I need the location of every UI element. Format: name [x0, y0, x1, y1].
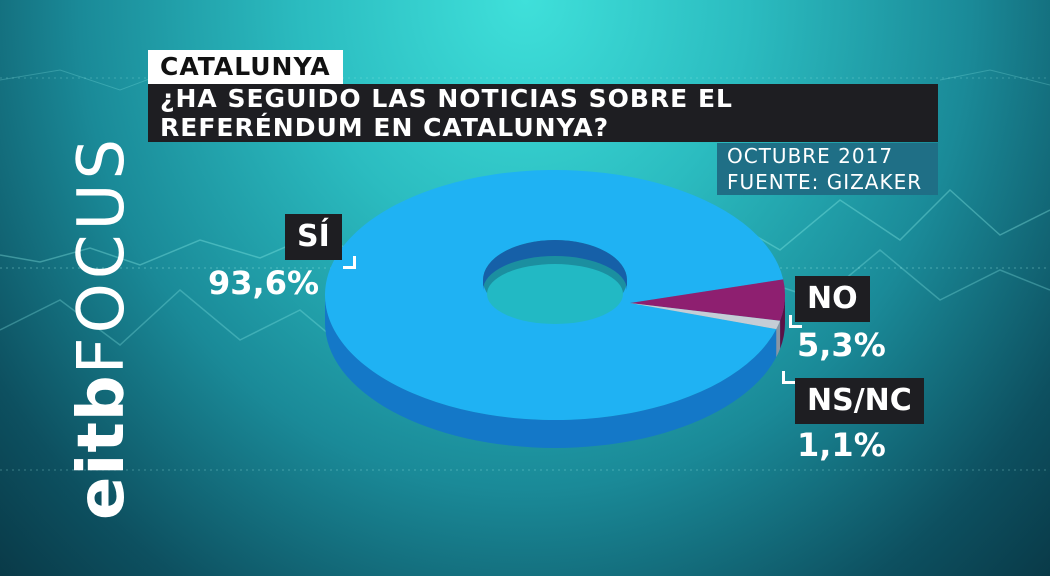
- slice-no: [630, 279, 785, 321]
- slice-ns-nc: [630, 303, 781, 330]
- donut-side-nsnc: [776, 320, 781, 358]
- label-corner-ns-nc: [782, 371, 795, 384]
- donut-side-si: [325, 295, 785, 448]
- region-tag: CATALUNYA: [148, 50, 343, 84]
- value-label-no: 5,3%: [797, 326, 886, 364]
- value-label-ns-nc: 1,1%: [797, 426, 886, 464]
- survey-date: OCTUBRE 2017: [727, 144, 894, 168]
- donut-hole-floor: [487, 264, 623, 324]
- donut-hole-inner-wall: [483, 240, 627, 290]
- source-box: OCTUBRE 2017 FUENTE: GIZAKER: [717, 143, 938, 195]
- value-label-s: 93,6%: [208, 264, 320, 302]
- category-label-ns-nc: NS/NC: [795, 378, 924, 424]
- donut-side-no: [780, 295, 785, 349]
- category-label-no: NO: [795, 276, 870, 322]
- label-corner-s: [343, 256, 356, 269]
- survey-source: FUENTE: GIZAKER: [727, 170, 923, 194]
- category-label-s: SÍ: [285, 214, 342, 260]
- question-title: ¿HA SEGUIDO LAS NOTICIAS SOBRE EL REFERÉ…: [148, 84, 938, 142]
- label-corner-no: [789, 315, 802, 328]
